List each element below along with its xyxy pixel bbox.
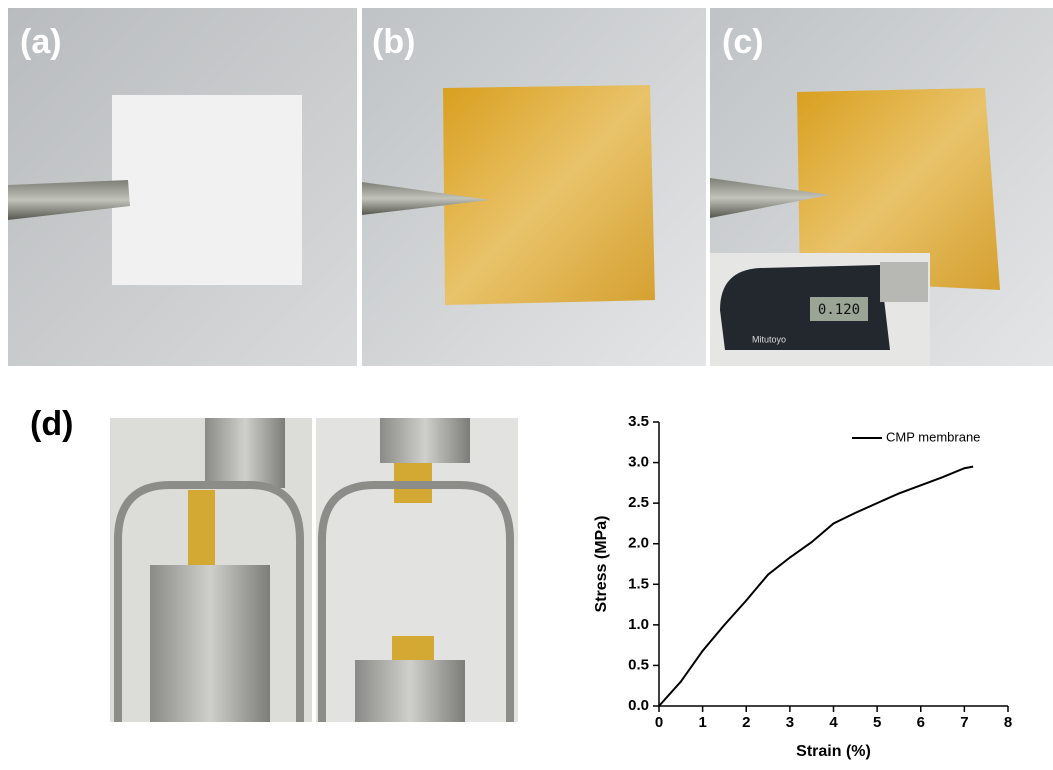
- x-tick-label: 1: [698, 714, 706, 731]
- x-tick-label: 6: [917, 714, 925, 731]
- y-tick-label: 3.5: [628, 413, 649, 430]
- clamp: [355, 660, 465, 722]
- legend-label: CMP membrane: [886, 429, 980, 444]
- micrometer-thimble: [880, 262, 928, 302]
- y-tick-label: 0.5: [628, 656, 649, 673]
- clamp: [205, 418, 285, 488]
- x-tick-label: 4: [829, 714, 838, 731]
- x-tick-label: 2: [742, 714, 750, 731]
- panel-label: (b): [372, 23, 415, 61]
- y-tick-label: 2.0: [628, 535, 649, 552]
- x-tick-label: 7: [960, 714, 968, 731]
- sample-strip: [188, 490, 215, 570]
- y-tick-label: 3.0: [628, 454, 649, 471]
- yellow-membrane: [443, 85, 655, 305]
- panel-label: (c): [722, 23, 764, 61]
- x-tick-label: 0: [655, 714, 663, 731]
- y-tick-label: 2.5: [628, 494, 649, 511]
- panel-label: (a): [20, 23, 62, 61]
- micrometer-reading: 0.120: [818, 302, 860, 318]
- x-tick-label: 3: [786, 714, 794, 731]
- chart: 0.0 0.5 1.0 1.5 2.0 2.5 3.0 3.5 0 1 2 3 4 5 6 7 8 Strain …: [593, 413, 1012, 760]
- y-tick-label: 1.5: [628, 575, 649, 592]
- figure: 0.120 Mitutoyo (a) (b) (c) (d) 0.0 0.5 1.0…: [0, 0, 1053, 765]
- clamp: [380, 418, 470, 463]
- x-tick-label: 8: [1004, 714, 1012, 731]
- x-axis-label: Strain (%): [796, 743, 871, 760]
- sample-strip: [392, 636, 434, 662]
- panel-label: (d): [30, 405, 73, 443]
- data-line: [659, 467, 973, 706]
- y-tick-label: 0.0: [628, 697, 649, 714]
- y-tick-label: 1.0: [628, 616, 649, 633]
- x-tick-label: 5: [873, 714, 881, 731]
- y-axis-label: Stress (MPa): [593, 516, 610, 613]
- white-membrane: [112, 95, 302, 285]
- micrometer-brand: Mitutoyo: [752, 334, 786, 344]
- clamp: [150, 565, 270, 722]
